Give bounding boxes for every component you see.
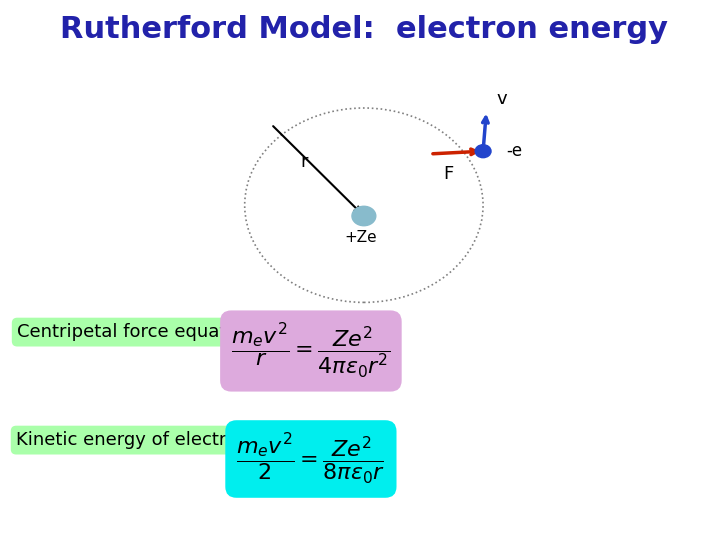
Text: -e: -e [506,142,523,160]
Text: F: F [443,165,454,183]
Text: Kinetic energy of electron:: Kinetic energy of electron: [16,431,255,449]
Text: $\dfrac{m_e v^2}{r} = \dfrac{Ze^2}{4\pi\varepsilon_0 r^2}$: $\dfrac{m_e v^2}{r} = \dfrac{Ze^2}{4\pi\… [231,321,390,381]
Text: r: r [300,153,308,171]
Text: v: v [496,90,507,108]
Circle shape [475,145,491,158]
Text: $\dfrac{m_e v^2}{2} = \dfrac{Ze^2}{8\pi\varepsilon_0 r}$: $\dfrac{m_e v^2}{2} = \dfrac{Ze^2}{8\pi\… [236,431,385,487]
Text: +Ze: +Ze [344,230,377,245]
Text: Rutherford Model:  electron energy: Rutherford Model: electron energy [60,15,668,44]
Text: Centripetal force equation:: Centripetal force equation: [17,323,260,341]
Circle shape [352,206,376,226]
